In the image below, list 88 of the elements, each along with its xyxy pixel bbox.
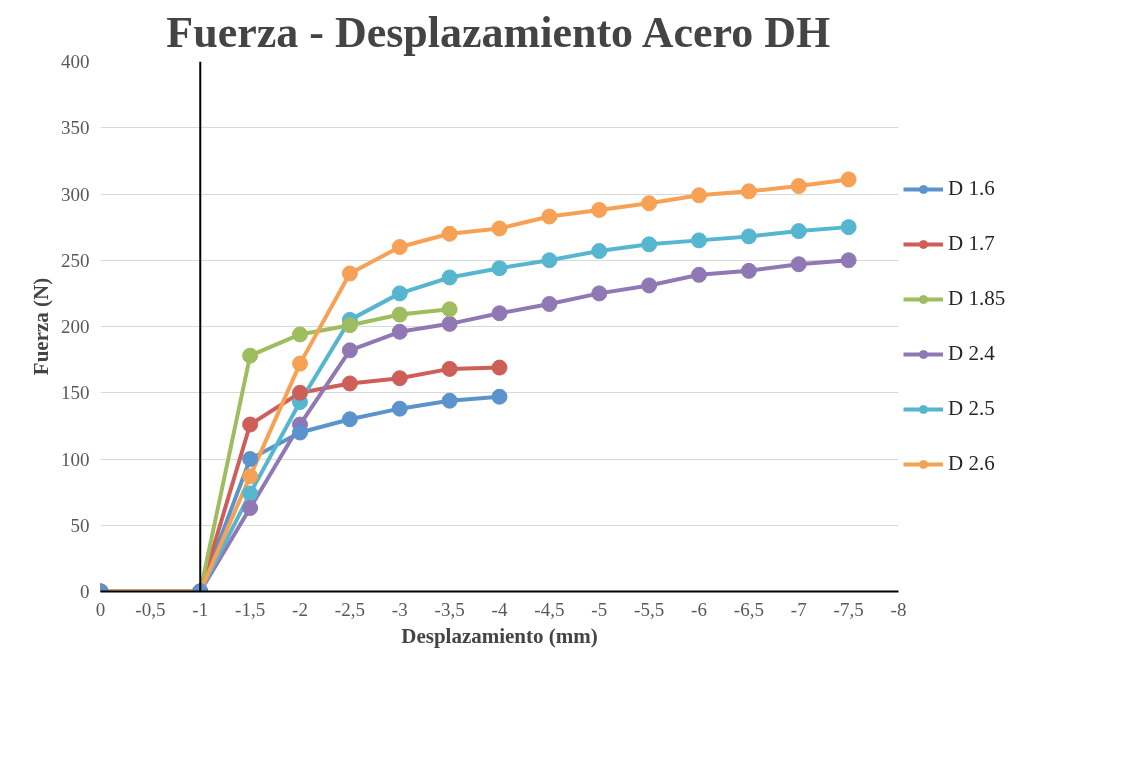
point bbox=[441, 360, 458, 377]
point bbox=[591, 242, 608, 259]
x-tick-label: -1,5 bbox=[235, 598, 266, 620]
point bbox=[790, 223, 807, 240]
point bbox=[391, 323, 408, 340]
y-tick-label: 300 bbox=[61, 183, 90, 205]
point bbox=[242, 500, 259, 517]
point bbox=[641, 195, 658, 212]
point bbox=[441, 225, 458, 242]
point bbox=[341, 317, 358, 334]
point bbox=[740, 228, 757, 245]
x-tick-label: -6 bbox=[691, 598, 707, 620]
y-tick-label: 350 bbox=[61, 117, 90, 139]
point bbox=[641, 277, 658, 294]
point bbox=[441, 315, 458, 332]
point bbox=[391, 400, 408, 417]
point bbox=[242, 451, 259, 467]
point bbox=[391, 306, 408, 323]
point bbox=[491, 305, 508, 322]
point bbox=[391, 239, 408, 255]
point bbox=[740, 262, 757, 279]
x-tick-label: -1 bbox=[192, 598, 209, 620]
point bbox=[790, 178, 807, 195]
x-axis-title: Desplazamiento (mm) bbox=[401, 623, 598, 648]
point bbox=[591, 201, 608, 218]
point bbox=[242, 485, 259, 502]
point bbox=[641, 236, 658, 253]
point bbox=[292, 424, 308, 441]
x-tick-label: -2 bbox=[292, 598, 308, 620]
point bbox=[740, 183, 757, 200]
point bbox=[491, 220, 508, 237]
chart-title: Fuerza - Desplazamiento Acero DH bbox=[166, 7, 831, 57]
x-tick-label: 0 bbox=[95, 598, 106, 620]
point bbox=[541, 252, 558, 269]
point bbox=[292, 355, 308, 372]
point bbox=[292, 384, 308, 401]
y-tick-label: 150 bbox=[61, 382, 90, 404]
y-tick-label: 200 bbox=[61, 316, 90, 337]
x-tick-label: -2,5 bbox=[334, 598, 365, 620]
point bbox=[292, 326, 308, 343]
y-tick-label: 250 bbox=[61, 249, 90, 271]
point bbox=[341, 265, 358, 282]
x-tick-label: -8 bbox=[890, 598, 907, 620]
y-axis-title: Fuerza (N) bbox=[29, 277, 53, 376]
legend-label: D 1.7 bbox=[948, 231, 995, 256]
point bbox=[491, 260, 508, 277]
point bbox=[691, 187, 707, 204]
point bbox=[341, 342, 358, 359]
point bbox=[691, 232, 707, 249]
x-tick-label: -5 bbox=[591, 598, 608, 620]
point bbox=[541, 295, 558, 312]
legend-label: D 1.85 bbox=[948, 286, 1006, 311]
x-tick-label: -3 bbox=[391, 598, 408, 620]
x-tick-label: -3,5 bbox=[434, 598, 465, 620]
x-tick-label: -0,5 bbox=[135, 598, 166, 620]
x-tick-label: -7 bbox=[790, 598, 807, 620]
point bbox=[391, 285, 408, 302]
point bbox=[491, 388, 508, 405]
point bbox=[541, 208, 558, 225]
point bbox=[691, 266, 707, 283]
x-tick-label: -6,5 bbox=[733, 598, 764, 620]
legend-label: D 1.6 bbox=[948, 176, 995, 201]
point bbox=[790, 256, 807, 273]
point bbox=[441, 392, 458, 409]
y-tick-label: 0 bbox=[80, 581, 90, 602]
legend-label: D 2.5 bbox=[948, 396, 995, 421]
y-tick-label: 50 bbox=[70, 514, 90, 536]
point bbox=[441, 269, 458, 286]
point bbox=[341, 375, 358, 392]
x-tick-label: -4,5 bbox=[534, 598, 565, 620]
point bbox=[441, 301, 458, 318]
point bbox=[491, 359, 508, 376]
point bbox=[242, 416, 259, 433]
x-tick-label: -7,5 bbox=[833, 598, 864, 620]
point bbox=[242, 468, 259, 485]
point bbox=[840, 252, 857, 269]
x-tick-label: -4 bbox=[491, 598, 508, 620]
x-tick-label: -5,5 bbox=[634, 598, 665, 620]
point bbox=[591, 285, 608, 302]
legend-label: D 2.4 bbox=[948, 341, 995, 366]
point bbox=[840, 171, 857, 188]
point bbox=[840, 219, 857, 236]
y-tick-label: 400 bbox=[61, 51, 90, 72]
point bbox=[341, 411, 358, 428]
point bbox=[242, 347, 259, 364]
point bbox=[391, 370, 408, 387]
legend-label: D 2.6 bbox=[948, 451, 995, 476]
y-tick-label: 100 bbox=[61, 448, 90, 470]
